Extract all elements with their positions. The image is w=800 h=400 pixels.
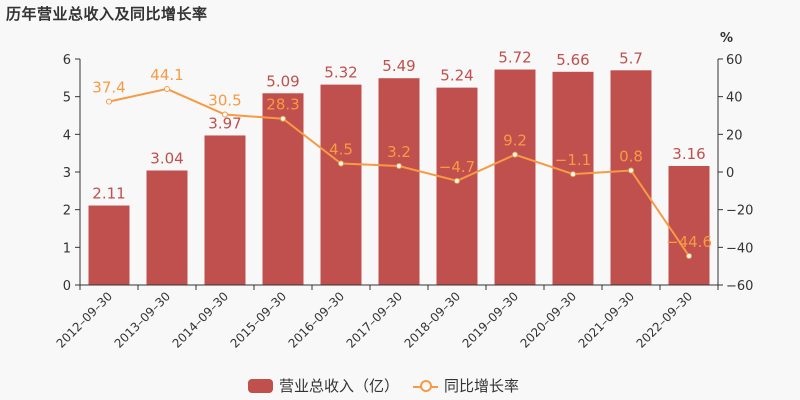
growth-value-label: 9.2 — [503, 132, 527, 150]
legend: 营业总收入（亿） 同比增长率 — [248, 375, 533, 396]
x-tick-label: 2014–09–30 — [170, 289, 232, 351]
growth-value-label: 4.5 — [329, 141, 353, 159]
chart-title: 历年营业总收入及同比增长率 — [6, 5, 208, 23]
bar-value-label: 2.11 — [92, 185, 125, 203]
growth-value-label: 3.2 — [387, 143, 411, 161]
revenue-bar[interactable] — [88, 205, 130, 285]
x-tick-label: 2018–09–30 — [402, 289, 464, 351]
growth-value-label: −1.1 — [555, 151, 591, 169]
growth-value-label: 0.8 — [619, 147, 643, 165]
growth-value-label: 44.1 — [150, 66, 183, 84]
right-tick-label: 0 — [726, 166, 734, 181]
x-tick-label: 2020–09–30 — [518, 289, 580, 351]
right-tick-label: −40 — [726, 241, 753, 256]
legend-label-revenue: 营业总收入（亿） — [279, 377, 400, 395]
growth-value-label: 30.5 — [208, 92, 241, 110]
revenue-bar[interactable] — [436, 87, 478, 285]
growth-point[interactable] — [512, 151, 518, 158]
line-marker-icon — [413, 379, 439, 393]
bar-value-label: 3.04 — [150, 149, 183, 167]
growth-point[interactable] — [570, 171, 576, 178]
x-tick-label: 2019–09–30 — [460, 289, 522, 351]
revenue-bar[interactable] — [146, 170, 188, 285]
growth-point[interactable] — [164, 85, 170, 92]
x-tick-label: 2021–09–30 — [576, 289, 638, 351]
growth-value-label: 37.4 — [92, 79, 125, 97]
left-tick-label: 0 — [63, 279, 71, 294]
bar-swatch-icon — [248, 378, 273, 393]
bar-value-label: 5.32 — [324, 64, 357, 82]
right-axis-unit: % — [720, 31, 733, 46]
legend-label-growth: 同比增长率 — [444, 377, 520, 395]
bar-value-label: 5.66 — [556, 51, 589, 69]
growth-point[interactable] — [454, 177, 460, 184]
growth-point[interactable] — [628, 167, 634, 174]
growth-value-label: 28.3 — [266, 96, 299, 114]
right-tick-label: 60 — [726, 53, 743, 68]
revenue-bar[interactable] — [610, 70, 652, 285]
x-tick-label: 2015–09–30 — [228, 289, 290, 351]
bar-value-label: 5.72 — [498, 49, 531, 67]
x-tick-label: 2017–09–30 — [344, 289, 406, 351]
left-tick-label: 6 — [63, 53, 71, 68]
revenue-bar[interactable] — [320, 84, 362, 285]
bar-value-label: 5.09 — [266, 72, 299, 90]
x-tick-label: 2022–09–30 — [634, 289, 696, 351]
revenue-bar[interactable] — [552, 71, 594, 285]
left-tick-label: 2 — [63, 204, 71, 219]
revenue-bar[interactable] — [204, 135, 246, 285]
bar-value-label: 5.24 — [440, 67, 473, 85]
growth-point[interactable] — [338, 160, 344, 167]
x-tick-label: 2016–09–30 — [286, 289, 348, 351]
growth-value-label: −44.6 — [666, 233, 712, 251]
bar-value-label: 5.7 — [619, 49, 643, 67]
x-tick-label: 2013–09–30 — [112, 289, 174, 351]
left-tick-label: 3 — [63, 166, 71, 181]
growth-point[interactable] — [106, 98, 112, 105]
revenue-bar[interactable] — [494, 69, 536, 286]
left-tick-label: 1 — [63, 241, 71, 256]
growth-point[interactable] — [396, 162, 402, 169]
right-tick-label: 40 — [726, 91, 743, 106]
growth-point[interactable] — [222, 111, 228, 118]
bar-value-label: 3.97 — [208, 114, 241, 132]
left-tick-label: 5 — [63, 91, 71, 106]
left-tick-label: 4 — [63, 128, 71, 143]
legend-item-growth[interactable]: 同比增长率 — [413, 375, 519, 396]
x-tick-label: 2012–09–30 — [54, 289, 116, 351]
right-tick-label: 20 — [726, 128, 743, 143]
chart-area: 0 1 2 3 4 5 6 −60 −40 −20 0 20 40 60% 2012–09–302013–0… — [54, 31, 754, 351]
bar-value-label: 3.16 — [672, 145, 705, 163]
growth-value-label: −4.7 — [439, 158, 475, 176]
revenue-bar[interactable] — [262, 93, 304, 285]
revenue-bar[interactable] — [378, 78, 420, 286]
growth-point[interactable] — [686, 252, 692, 259]
right-tick-label: −60 — [726, 279, 753, 294]
bar-value-label: 5.49 — [382, 57, 415, 75]
right-tick-label: −20 — [726, 204, 753, 219]
legend-item-revenue[interactable]: 营业总收入（亿） — [248, 375, 399, 396]
revenue-bar[interactable] — [668, 165, 710, 285]
growth-point[interactable] — [280, 115, 286, 122]
